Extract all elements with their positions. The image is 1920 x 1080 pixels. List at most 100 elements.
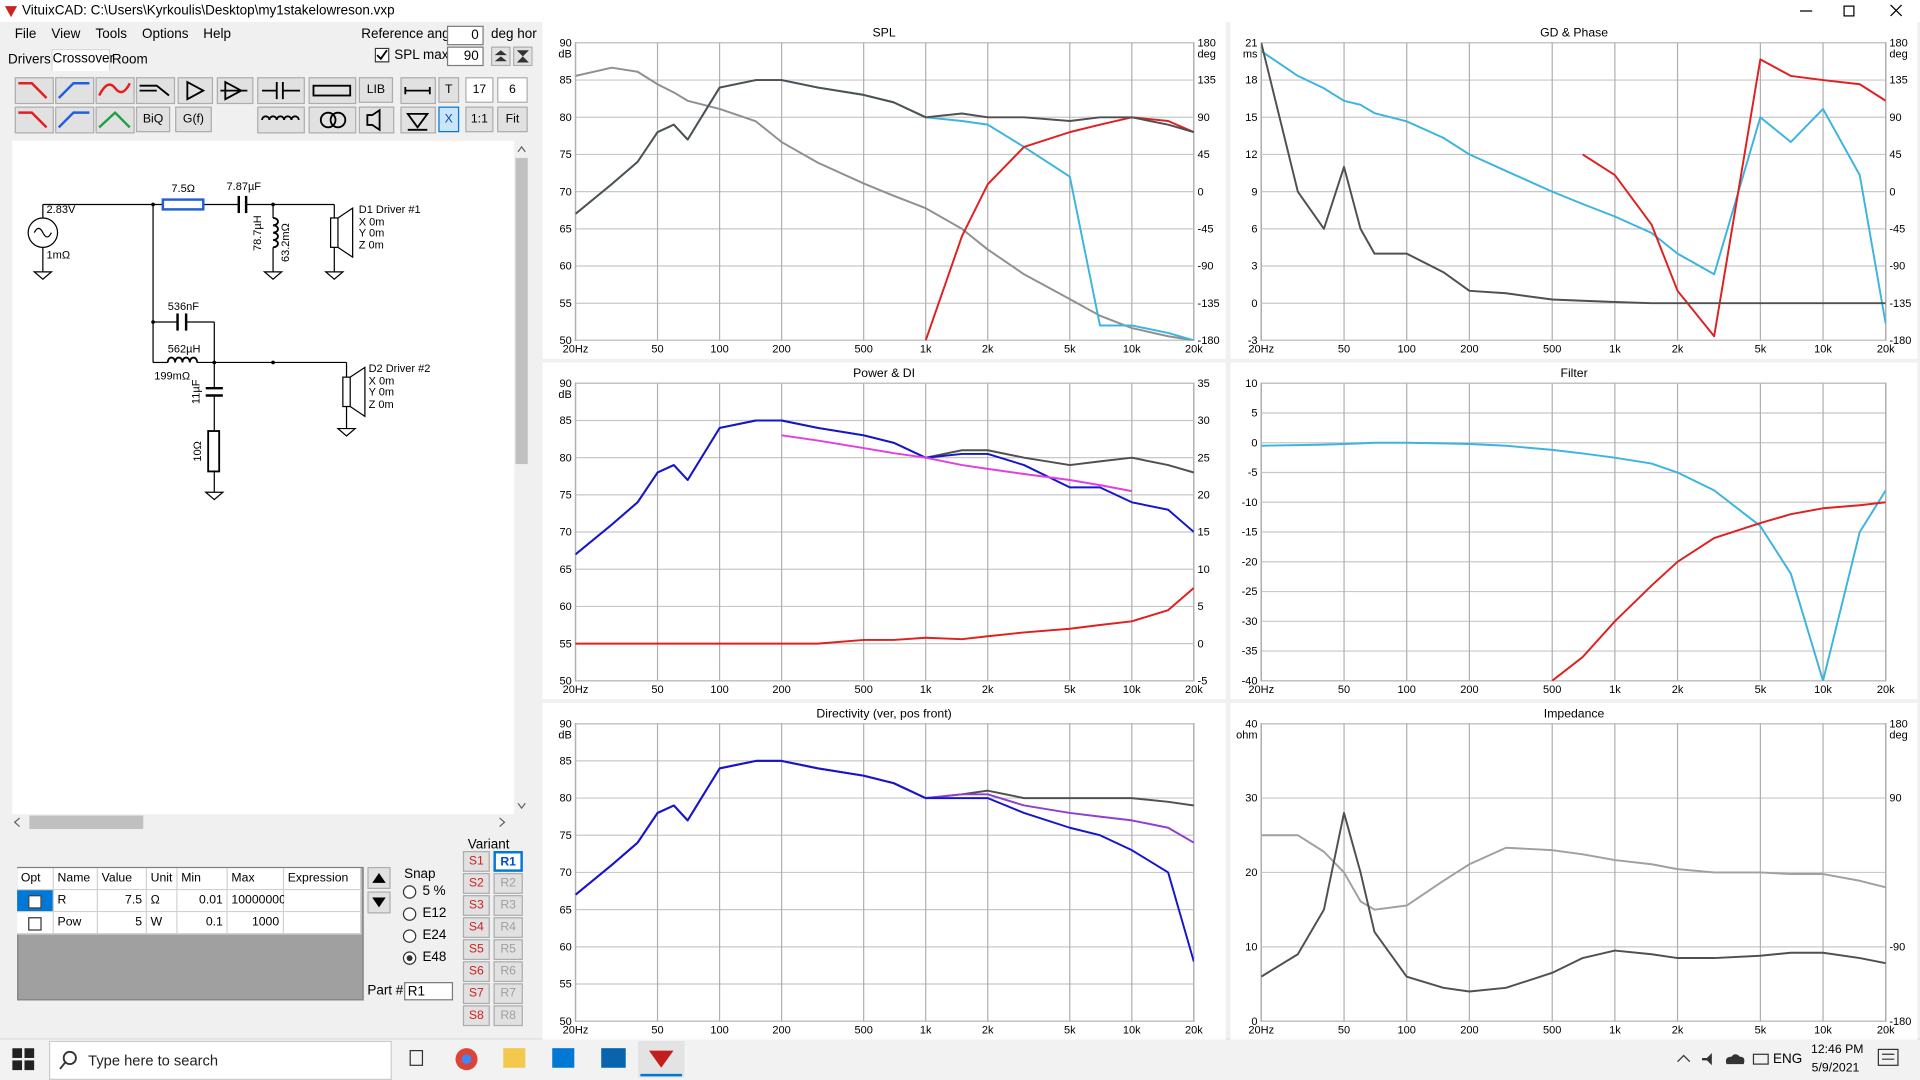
table-cell[interactable]: 10000000 <box>227 890 286 913</box>
table-header[interactable]: Name <box>53 868 98 891</box>
menu-item[interactable]: Help <box>203 26 231 42</box>
checkbox[interactable] <box>28 895 42 909</box>
table-cell[interactable]: 5 <box>97 912 147 935</box>
clock-time[interactable]: 12:46 PM <box>1811 1043 1864 1057</box>
variant-button[interactable]: S2 <box>462 873 490 894</box>
table-header[interactable]: Unit <box>146 868 178 891</box>
variant-button[interactable]: R2 <box>493 873 523 894</box>
y2-tick-label: -45 <box>1198 224 1214 236</box>
spl-max-checkbox[interactable] <box>374 47 390 63</box>
toolbar-button[interactable]: BiQ <box>135 106 171 133</box>
clock-date[interactable]: 5/9/2021 <box>1811 1061 1860 1076</box>
variant-button[interactable]: R5 <box>493 939 523 960</box>
radio-label[interactable]: 5 % <box>422 884 446 899</box>
variant-button[interactable]: R4 <box>493 917 523 938</box>
variant-button[interactable]: S1 <box>462 851 490 872</box>
variant-button[interactable]: R6 <box>493 961 523 983</box>
toolbar-button[interactable]: X <box>438 106 460 133</box>
variant-button[interactable]: R8 <box>493 1005 523 1027</box>
menu-item[interactable]: File <box>14 26 37 42</box>
row-checkbox[interactable] <box>17 912 54 935</box>
menu-item[interactable]: Tools <box>95 26 127 42</box>
tab[interactable]: Crossover <box>51 48 114 72</box>
radio-label[interactable]: E48 <box>422 950 447 965</box>
shape <box>308 77 357 105</box>
table-cell[interactable]: 0.01 <box>177 890 228 913</box>
chart-panel[interactable]: Directivity (ver, pos front) 50 55 60 65 70 75… <box>542 702 1226 1040</box>
row-move-buttons[interactable] <box>367 866 391 916</box>
y-tick-label: 55 <box>560 638 572 650</box>
x-tick-label: 1k <box>1609 1024 1621 1036</box>
spl-max-input[interactable]: 90 <box>446 46 484 67</box>
shape <box>257 106 305 134</box>
toolbar-button[interactable]: T <box>438 77 460 103</box>
toolbar-button[interactable]: G(f) <box>175 106 212 133</box>
toolbar-button[interactable]: 1:1 <box>465 106 494 133</box>
window-controls[interactable] <box>1788 0 1920 22</box>
table-cell[interactable]: 1000 <box>227 912 285 935</box>
table-cell[interactable]: 7.5 <box>97 890 147 913</box>
radio[interactable] <box>402 885 417 899</box>
menu-item[interactable]: View <box>51 26 81 42</box>
shape <box>98 82 131 97</box>
table-cell[interactable]: R <box>53 890 98 913</box>
tab[interactable]: Room <box>111 52 148 68</box>
table-cell[interactable]: W <box>146 912 178 935</box>
table-cell[interactable] <box>284 890 362 913</box>
variant-button[interactable]: S6 <box>462 961 490 983</box>
language[interactable]: ENG <box>1773 1051 1803 1067</box>
variant-button[interactable]: S5 <box>462 939 490 960</box>
variant-button[interactable]: R7 <box>493 983 523 1005</box>
toolbar-button[interactable]: Fit <box>497 106 528 133</box>
variant-button[interactable]: S3 <box>462 895 490 916</box>
spl-max-spinners[interactable] <box>491 46 533 67</box>
table-cell[interactable]: Ω <box>146 890 178 913</box>
radio-label[interactable]: E12 <box>422 906 447 921</box>
toolbar-button[interactable]: 6 <box>497 77 528 103</box>
start-button[interactable] <box>12 1048 35 1071</box>
variant-button[interactable]: R1 <box>493 851 523 872</box>
taskbar-apps[interactable] <box>398 1040 692 1078</box>
menu-item[interactable]: Options <box>142 26 189 42</box>
system-tray[interactable] <box>1675 1048 1773 1070</box>
driver-label: X 0m <box>369 375 395 387</box>
chart-panel[interactable]: Filter -40 -35 -30 -25 -20 -15 -10 -5 0 5 10 20Hz 50 1… <box>1230 362 1918 700</box>
variant-button[interactable]: S8 <box>462 1005 490 1027</box>
shape <box>272 217 279 249</box>
chart-panel[interactable]: SPL505560657075808590dB-180-135-90-45045… <box>542 22 1226 359</box>
table-cell[interactable]: Pow <box>53 912 98 935</box>
notifications[interactable] <box>1877 1048 1901 1070</box>
toolbar-button[interactable]: 17 <box>465 77 494 103</box>
y2-tick-label: 90 <box>1198 112 1210 124</box>
shape <box>648 1050 674 1068</box>
reference-input[interactable]: 0 <box>446 25 484 46</box>
table-header[interactable]: Opt <box>17 868 54 891</box>
part-input[interactable]: R1 <box>404 982 454 1001</box>
scrollbars[interactable] <box>12 140 532 833</box>
radio[interactable] <box>402 907 417 921</box>
x-tick-label: 20k <box>1185 684 1203 696</box>
checkbox[interactable] <box>28 917 42 931</box>
table-header[interactable]: Expression <box>284 868 362 891</box>
radio[interactable] <box>402 929 417 943</box>
table-cell[interactable] <box>284 912 362 935</box>
table-header[interactable]: Min <box>177 868 228 891</box>
table-cell[interactable]: 0.1 <box>177 912 228 935</box>
schematic-canvas[interactable] <box>12 140 515 815</box>
toolbar-button[interactable]: LIB <box>358 77 394 103</box>
table-header[interactable]: Value <box>97 868 147 891</box>
toolbar-icons[interactable] <box>0 73 539 137</box>
search-box[interactable] <box>48 1040 392 1080</box>
variant-button[interactable]: R3 <box>493 895 523 916</box>
tab[interactable]: Drivers <box>8 52 51 68</box>
variant-button[interactable]: S4 <box>462 917 490 938</box>
radio[interactable] <box>402 951 417 965</box>
x-tick-label: 100 <box>1398 1024 1416 1036</box>
variant-button[interactable]: S7 <box>462 983 490 1005</box>
radio-label[interactable]: E24 <box>422 928 447 943</box>
table-header[interactable]: Max <box>227 868 285 891</box>
row-checkbox[interactable] <box>17 890 54 913</box>
